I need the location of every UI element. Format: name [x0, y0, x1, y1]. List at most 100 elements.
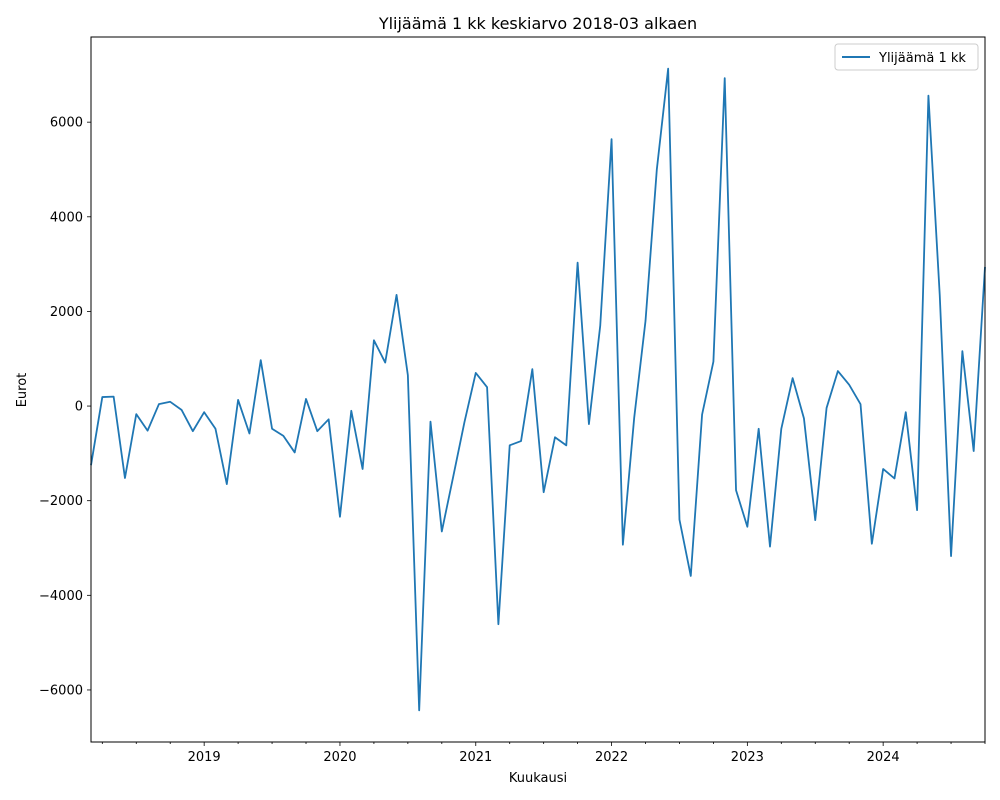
data-point [305, 398, 307, 400]
x-tick-label: 2019 [188, 750, 221, 765]
data-point [554, 436, 556, 438]
data-point [509, 444, 511, 446]
data-point [248, 433, 250, 435]
data-point [486, 386, 488, 388]
data-point [656, 168, 658, 170]
data-point [893, 477, 895, 479]
y-tick-label: −2000 [39, 494, 83, 509]
legend-box [834, 43, 979, 71]
plot-frame [90, 36, 986, 743]
x-tick-label: 2022 [595, 750, 628, 765]
data-point [452, 476, 454, 478]
data-point [871, 543, 873, 545]
x-tick-label: 2021 [459, 750, 492, 765]
data-point [362, 468, 364, 470]
legend-label: Ylijäämä 1 kk [878, 51, 966, 66]
data-point [667, 68, 669, 70]
series-layer [90, 67, 986, 712]
y-tick-label: −4000 [39, 589, 83, 604]
data-point [124, 477, 126, 479]
data-point [860, 403, 862, 405]
axis-ticks: 2019 2020 2021 2022 2023 2024 −6000 −4000 −2000 0… [39, 116, 986, 765]
data-point [181, 409, 183, 411]
y-tick-label: 4000 [50, 210, 83, 225]
data-point [339, 516, 341, 518]
x-tick-label: 2023 [731, 750, 764, 765]
data-point [588, 423, 590, 425]
data-point [645, 320, 647, 322]
data-point [803, 417, 805, 419]
data-point [214, 428, 216, 430]
data-point [701, 414, 703, 416]
data-point [565, 444, 567, 446]
data-point [158, 403, 160, 405]
data-point [282, 435, 284, 437]
data-point [905, 411, 907, 413]
data-point [260, 359, 262, 361]
data-point [882, 468, 884, 470]
y-tick-label: −6000 [39, 683, 83, 698]
data-point [712, 361, 714, 363]
data-point [758, 428, 760, 430]
data-point [407, 374, 409, 376]
data-point [746, 526, 748, 528]
data-point [848, 384, 850, 386]
data-point [622, 544, 624, 546]
x-axis-title: Kuukausi [509, 771, 567, 786]
data-point [429, 421, 431, 423]
x-tick-label: 2020 [323, 750, 356, 765]
y-tick-label: 2000 [50, 305, 83, 320]
data-point [543, 491, 545, 493]
data-point [226, 483, 228, 485]
data-point [203, 411, 205, 413]
y-tick-label: 0 [75, 400, 83, 415]
data-point [916, 509, 918, 511]
legend: Ylijäämä 1 kk [834, 43, 979, 71]
data-point [973, 450, 975, 452]
data-point [441, 530, 443, 532]
data-point [927, 95, 929, 97]
data-point [135, 413, 137, 415]
data-point [599, 325, 601, 327]
data-point [418, 709, 420, 711]
y-axis-title: Eurot [15, 373, 30, 408]
data-point [169, 401, 171, 403]
data-point [316, 430, 318, 432]
data-point [769, 546, 771, 548]
data-point [826, 407, 828, 409]
data-point [384, 362, 386, 364]
data-point [396, 294, 398, 296]
data-point [678, 519, 680, 521]
data-point [735, 489, 737, 491]
data-point [475, 372, 477, 374]
series-line [90, 67, 986, 712]
data-point [271, 428, 273, 430]
data-point [633, 417, 635, 419]
data-point [350, 410, 352, 412]
data-point [724, 77, 726, 79]
data-point [837, 370, 839, 372]
data-point [373, 339, 375, 341]
data-point [780, 428, 782, 430]
data-point [792, 377, 794, 379]
x-tick-label: 2024 [867, 750, 900, 765]
data-point [611, 138, 613, 140]
data-point [950, 555, 952, 557]
data-point [961, 350, 963, 352]
data-point [147, 430, 149, 432]
data-point [237, 399, 239, 401]
data-point [328, 418, 330, 420]
data-point [294, 451, 296, 453]
data-point [690, 575, 692, 577]
data-point [463, 421, 465, 423]
data-point [101, 396, 103, 398]
data-point [531, 368, 533, 370]
data-point [113, 396, 115, 398]
data-point [814, 519, 816, 521]
data-point [939, 294, 941, 296]
data-point [497, 623, 499, 625]
data-point [577, 262, 579, 264]
data-point [192, 430, 194, 432]
